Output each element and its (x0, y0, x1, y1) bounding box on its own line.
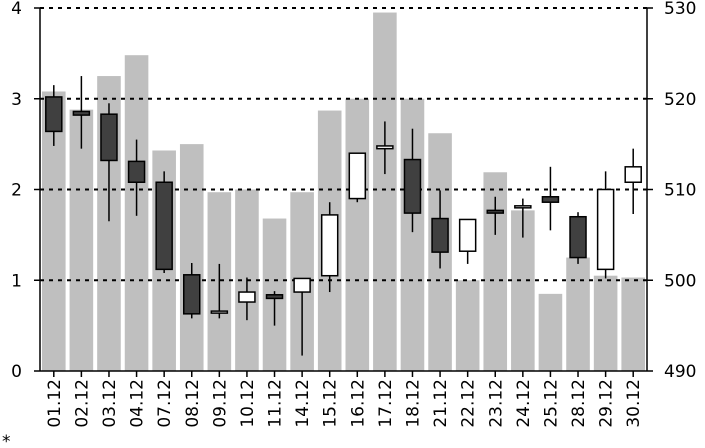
category-labels: 01.12 02.12 03.12 04.12 07.12 08.12 09.12 10.12… (45, 379, 644, 428)
candle-body (624, 166, 642, 183)
candle-body (458, 218, 477, 252)
candle (265, 291, 284, 326)
volume-bar (69, 109, 94, 371)
category-label: 11.12 (266, 379, 286, 428)
candle (541, 166, 560, 231)
candle (155, 171, 173, 273)
candle (320, 202, 339, 293)
candle (210, 263, 229, 319)
candle (100, 103, 118, 222)
candle (376, 121, 394, 175)
category-label: 15.12 (321, 379, 341, 428)
candle-body (210, 310, 229, 314)
candle (238, 277, 256, 321)
category-label: 25.12 (541, 379, 561, 428)
candle-body (403, 158, 422, 214)
volume-bar (455, 280, 480, 371)
category-label: 18.12 (403, 379, 423, 428)
candle (45, 85, 63, 146)
category-label: 22.12 (459, 379, 479, 428)
candle-body (127, 160, 146, 183)
candle-body (265, 294, 284, 300)
volume-bar (511, 210, 535, 371)
candle (127, 139, 146, 216)
category-label: 09.12 (210, 379, 230, 428)
candle (431, 190, 449, 269)
volume-bar (373, 12, 397, 371)
candle-body (238, 291, 256, 303)
candle (348, 152, 367, 203)
left-tick-label: 3 (11, 90, 22, 110)
volume-bar (593, 275, 618, 371)
right-tick-label: 530 (664, 0, 696, 19)
category-label: 02.12 (72, 379, 92, 428)
category-label: 21.12 (431, 379, 451, 428)
candle-body (155, 181, 173, 271)
candle-body (486, 209, 504, 214)
category-label: 03.12 (100, 379, 120, 428)
volume-bar (42, 91, 66, 372)
gridlines (40, 7, 647, 282)
right-tick-label: 490 (664, 362, 696, 382)
category-label: 17.12 (376, 379, 396, 428)
category-label: 29.12 (597, 379, 617, 428)
right-tick-label: 500 (664, 271, 696, 291)
candle (486, 196, 504, 235)
left-tick-label: 1 (11, 271, 22, 291)
candle-body (376, 145, 394, 150)
candle (293, 277, 311, 356)
volume-bars (42, 12, 645, 372)
volume-bar (483, 172, 508, 371)
candle (72, 76, 91, 149)
candle-body (541, 196, 560, 203)
volume-bar (621, 277, 645, 371)
price-candles (45, 76, 642, 356)
right-tick-label: 510 (664, 181, 696, 201)
candle-body (100, 113, 118, 162)
candle-body (348, 152, 367, 200)
right-tick-label: 520 (664, 90, 696, 110)
volume-bar (345, 98, 370, 371)
candle-body (293, 277, 311, 293)
category-label: 24.12 (514, 379, 534, 428)
candle (624, 148, 642, 215)
category-label: 28.12 (569, 379, 589, 428)
volume-bar (179, 144, 204, 371)
category-label: 01.12 (45, 379, 65, 428)
candle-body (514, 205, 532, 209)
volume-bar (538, 293, 563, 371)
category-label: 14.12 (293, 379, 313, 428)
footnote: * (2, 432, 11, 448)
category-label: 04.12 (128, 379, 148, 428)
candle-body (431, 217, 449, 253)
category-label: 07.12 (155, 379, 175, 428)
candle (596, 171, 615, 279)
category-label: 23.12 (486, 379, 506, 428)
candle (569, 212, 587, 264)
candle-body (569, 215, 587, 259)
candle (183, 263, 201, 319)
category-label: 10.12 (238, 379, 258, 428)
candle-body (320, 214, 339, 277)
left-tick-label: 0 (11, 362, 22, 382)
candle (458, 218, 477, 264)
left-tick-label: 4 (11, 0, 22, 19)
candle-body (45, 96, 63, 133)
candle-body (183, 274, 201, 315)
volume-bar (566, 257, 590, 371)
candle-body (72, 110, 91, 116)
candle (514, 198, 532, 238)
candle (403, 128, 422, 233)
candle-body (596, 188, 615, 271)
category-label: 16.12 (348, 379, 368, 428)
left-tick-label: 2 (11, 181, 22, 201)
axes: 0 1 2 3 4 490 500 510 520 530 (11, 0, 696, 382)
category-label: 30.12 (624, 379, 644, 428)
category-label: 08.12 (183, 379, 203, 428)
